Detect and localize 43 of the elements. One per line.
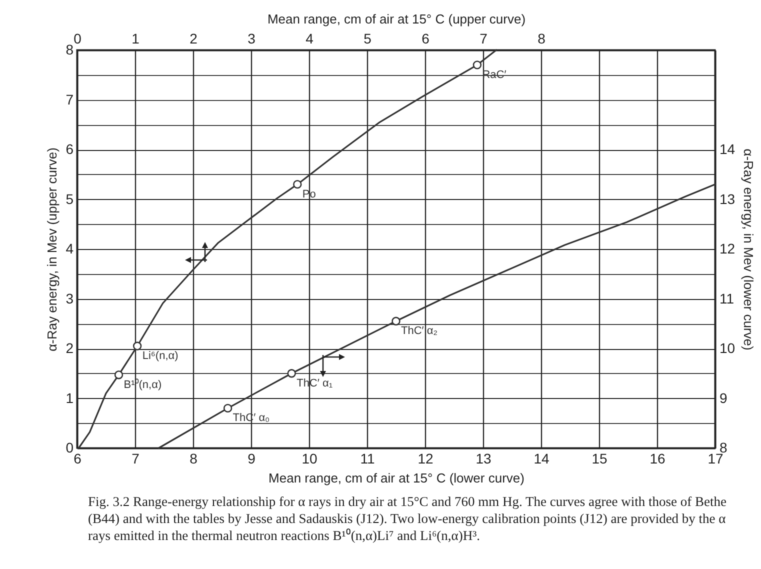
- y-tick-label: 4: [66, 240, 74, 256]
- x2-tick-label: 3: [248, 30, 256, 46]
- y-tick-label: 8: [66, 42, 74, 58]
- y-tick-label: 1: [66, 390, 74, 406]
- x-tick-label: 15: [592, 450, 608, 466]
- x2-axis-title: Mean range, cm of air at 15° C (upper curve): [267, 12, 526, 26]
- x-tick-label: 10: [302, 450, 318, 466]
- x2-tick-label: 1: [132, 30, 140, 46]
- x-tick-label: 7: [132, 450, 140, 466]
- y2-tick-label: 10: [720, 340, 736, 356]
- y-tick-label: 3: [66, 290, 74, 306]
- x-axis-title: Mean range, cm of air at 15° C (lower curve): [268, 470, 524, 486]
- y-tick-label: 5: [66, 190, 74, 207]
- y2-tick-label: 11: [720, 290, 734, 306]
- caption: Fig. 3.2 Range-energy relationship for α rays in dry air at 15°C and 760 mm Hg. The curves agree with those of Bethe (B44) and with the tables by Jesse and Sadauskis (J12). Two low-energy calibration points (J12) are provided by the α rays emitted in the thermal neutron reactions B¹⁰(n,α)Li⁷ and Li⁶(n,α)H³.: [88, 493, 728, 544]
- x-tick-label: 12: [418, 450, 434, 466]
- x2-tick-label: 8: [538, 30, 546, 46]
- y-tick-label: 7: [66, 91, 74, 108]
- x2-tick-label: 4: [306, 30, 314, 46]
- point: [392, 316, 400, 326]
- x-tick-label: 9: [248, 450, 256, 466]
- y-tick-label: 2: [66, 340, 74, 356]
- y-tick-label: 0: [66, 440, 74, 456]
- x-tick-label: 16: [650, 450, 666, 466]
- point: [223, 404, 232, 413]
- x-tick-label: 14: [534, 450, 550, 466]
- x-tick-label: 11: [360, 450, 375, 466]
- y-axis-title: α-Ray energy, in Mev (upper curve): [44, 148, 60, 352]
- series-label: Li⁶(n,α): [142, 350, 178, 362]
- x2-tick-label: 2: [190, 30, 198, 46]
- x2-tick-label: 5: [364, 30, 372, 46]
- series-label: ThC′ α₂: [401, 325, 438, 338]
- y2-tick-label: 12: [720, 240, 736, 256]
- y2-tick-label: 13: [720, 190, 736, 207]
- y2-axis-title: α-Ray energy, in Mev (lower curve): [741, 148, 756, 350]
- x-tick-label: 13: [476, 450, 492, 466]
- y-tick-label: 6: [66, 141, 74, 157]
- x2-tick-label: 7: [480, 30, 488, 46]
- y2-tick-label: 9: [720, 390, 728, 406]
- x-tick-label: 8: [190, 450, 198, 466]
- y2-tick-label: 14: [720, 141, 736, 157]
- x2-tick-label: 6: [422, 30, 430, 46]
- point: [287, 369, 296, 378]
